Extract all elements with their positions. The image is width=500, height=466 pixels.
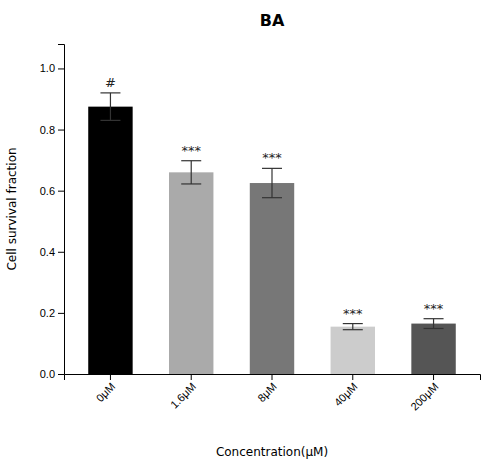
- x-tick-mark: [191, 374, 192, 380]
- y-tick-label: 0.0: [40, 368, 55, 380]
- bar: [88, 107, 132, 374]
- x-tick-mark: [110, 374, 111, 380]
- error-bar-cap: [100, 92, 120, 93]
- error-bar-cap: [343, 323, 363, 324]
- bar: [250, 183, 294, 374]
- error-bar-cap: [100, 120, 120, 121]
- annotation: #: [105, 75, 116, 90]
- x-axis-line: [65, 375, 481, 381]
- error-bar-stem: [191, 161, 192, 184]
- error-bar-cap: [181, 183, 201, 184]
- x-tick-label: 0μM: [94, 380, 118, 404]
- annotation: ***: [181, 143, 201, 158]
- chart: 0.0 0.2 0.4 0.6 0.8 1.0 0μM 1.6μM 8μM 40μM 200μM # *…: [0, 0, 500, 466]
- y-tick: 0.8: [40, 124, 64, 136]
- error-bar: [181, 161, 201, 184]
- x-tick: 0μM: [94, 374, 118, 404]
- y-tick-label: 1.0: [40, 62, 55, 74]
- y-axis-title: Cell survival fraction: [5, 147, 19, 270]
- x-tick: 200μM: [408, 374, 440, 413]
- y-tick-mark: [58, 191, 64, 192]
- y-tick: 0.4: [40, 246, 64, 258]
- y-tick: 0.0: [40, 368, 64, 380]
- y-axis-line: [58, 45, 65, 375]
- annotation: ***: [262, 150, 282, 165]
- bar: [411, 324, 455, 374]
- x-tick: 8μM: [255, 374, 279, 404]
- x-axis: 0μM 1.6μM 8μM 40μM 200μM: [65, 374, 481, 413]
- y-axis: 0.0 0.2 0.4 0.6 0.8 1.0: [40, 45, 65, 381]
- error-bar: [343, 324, 363, 330]
- x-tick-mark: [352, 374, 353, 380]
- y-tick-mark: [58, 68, 64, 69]
- error-bar-stem: [433, 319, 434, 329]
- error-bar-stem: [110, 93, 111, 121]
- x-tick-mark: [272, 374, 273, 380]
- y-tick-mark: [58, 252, 64, 253]
- error-bar: [100, 93, 120, 121]
- bar: [169, 172, 213, 374]
- title: BA: [260, 11, 285, 30]
- error-bar-cap: [262, 197, 282, 198]
- error-bar: [262, 168, 282, 197]
- y-tick-label: 0.8: [40, 124, 55, 136]
- y-tick: 0.6: [40, 185, 64, 197]
- error-bar: [424, 319, 444, 329]
- error-bar-cap: [262, 168, 282, 169]
- x-tick-label: 200μM: [408, 380, 440, 412]
- x-tick-label: 1.6μM: [168, 380, 198, 410]
- y-tick-mark: [58, 374, 64, 375]
- y-tick: 0.2: [40, 307, 64, 319]
- x-tick: 1.6μM: [168, 374, 198, 411]
- annotations: # *** *** *** ***: [105, 75, 444, 321]
- x-tick-label: 40μM: [332, 380, 360, 408]
- annotation: ***: [343, 306, 363, 321]
- y-tick-label: 0.4: [40, 246, 55, 258]
- y-tick-mark: [58, 130, 64, 131]
- x-tick-mark: [433, 374, 434, 380]
- x-tick: 40μM: [332, 374, 360, 408]
- annotation: ***: [424, 301, 444, 316]
- error-bar-cap: [424, 328, 444, 329]
- error-bar-cap: [424, 318, 444, 319]
- marks: [88, 93, 456, 374]
- y-tick-mark: [58, 313, 64, 314]
- bar: [331, 327, 375, 374]
- x-tick-label: 8μM: [255, 380, 279, 404]
- y-tick: 1.0: [40, 62, 64, 74]
- y-tick-label: 0.6: [40, 185, 55, 197]
- error-bar-stem: [271, 168, 272, 197]
- y-tick-label: 0.2: [40, 307, 55, 319]
- plot: 0.0 0.2 0.4 0.6 0.8 1.0 0μM 1.6μM 8μM 40μM 200μM # *…: [40, 45, 481, 413]
- x-axis-title: Concentration(μM): [216, 445, 328, 459]
- error-bar-cap: [181, 160, 201, 161]
- error-bar-cap: [343, 329, 363, 330]
- error-bar-stem: [352, 324, 353, 330]
